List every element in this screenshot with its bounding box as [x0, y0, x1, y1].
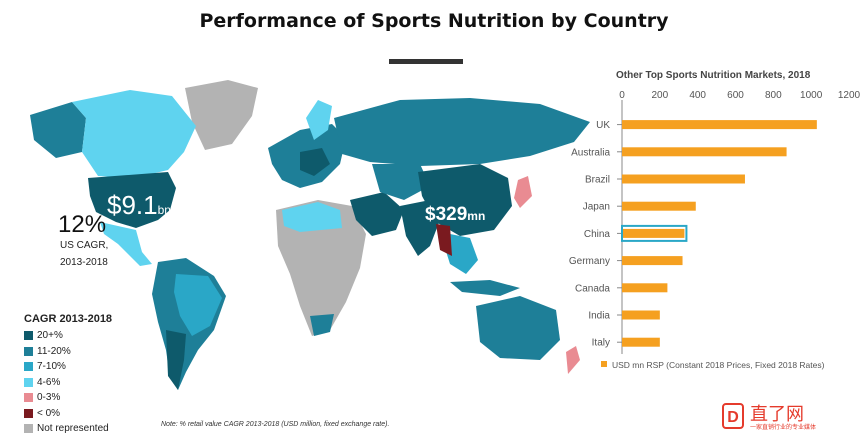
- bar: [622, 310, 660, 320]
- legend-label: 11-20%: [37, 345, 71, 357]
- china-market-value: $329: [425, 204, 468, 225]
- legend-item: 11-20%: [24, 344, 112, 360]
- x-tick-label: 0: [619, 90, 625, 101]
- bar: [622, 201, 696, 211]
- chart-legend-label: USD mn RSP (Constant 2018 Prices, Fixed …: [612, 360, 825, 370]
- scandinavia: [306, 100, 332, 140]
- usa: [88, 172, 176, 228]
- japan: [514, 176, 532, 208]
- us-cagr-caption: US CAGR, 2013-2018: [60, 237, 108, 271]
- bar: [622, 228, 685, 238]
- category-label: Canada: [575, 283, 610, 294]
- legend-item: < 0%: [24, 406, 112, 422]
- bar: [622, 120, 817, 130]
- bar-chart-title: Other Top Sports Nutrition Markets, 2018: [616, 70, 811, 81]
- bar-chart: 0 200 400 600 800 1000 1200 UK Australia Brazil Ja…: [569, 90, 860, 370]
- bar: [622, 174, 745, 184]
- legend-item: 20+%: [24, 328, 112, 344]
- category-label: Germany: [569, 256, 610, 267]
- us-cagr-value: 12%: [58, 211, 107, 238]
- x-tick-label: 800: [765, 90, 782, 101]
- legend-swatch: [24, 408, 33, 418]
- legend-swatch: [24, 424, 33, 434]
- us-market-size: $9.1bn: [107, 190, 171, 221]
- legend-item: 7-10%: [24, 359, 112, 375]
- category-label: Japan: [583, 202, 610, 213]
- central-asia: [372, 164, 430, 200]
- legend-swatch: [24, 362, 33, 372]
- title-underline: [389, 59, 463, 64]
- category-label: India: [588, 311, 610, 322]
- us-cagr-label: US CAGR,: [60, 240, 109, 251]
- legend-item: 0-3%: [24, 390, 112, 406]
- watermark-name: 直了网: [750, 404, 804, 424]
- argentina-chile: [166, 330, 186, 390]
- bar: [622, 337, 660, 347]
- legend-label: Not represented: [37, 423, 109, 435]
- legend-swatch: [24, 346, 33, 356]
- legend-title: CAGR 2013-2018: [24, 313, 113, 325]
- russia: [334, 98, 590, 166]
- us-market-unit: bn: [157, 203, 171, 217]
- x-tick-label: 600: [727, 90, 744, 101]
- x-tick-label: 200: [651, 90, 668, 101]
- bar: [622, 256, 683, 266]
- bar: [622, 283, 668, 293]
- legend-label: 0-3%: [37, 392, 61, 404]
- x-tick-label: 1200: [838, 90, 860, 101]
- category-label: Australia: [571, 147, 610, 158]
- legend-swatch: [24, 331, 33, 341]
- watermark-logo: D: [722, 403, 744, 429]
- us-cagr-period: 2013-2018: [60, 257, 108, 268]
- bar: [622, 147, 787, 157]
- north-africa: [282, 202, 342, 232]
- china: [418, 164, 512, 236]
- australia: [476, 296, 560, 360]
- central-europe: [300, 148, 330, 176]
- category-label: UK: [596, 120, 610, 131]
- legend-item: 4-6%: [24, 375, 112, 391]
- mexico: [100, 222, 152, 266]
- alaska: [30, 102, 86, 158]
- indonesia: [450, 280, 520, 296]
- china-market-size: $329mn: [425, 204, 485, 226]
- new-zealand: [566, 346, 580, 374]
- category-label: Brazil: [585, 175, 610, 186]
- legend-item: Not represented: [24, 421, 112, 437]
- map-footnote: Note: % retail value CAGR 2013-2018 (USD…: [161, 421, 390, 428]
- map-shapes: [30, 80, 590, 390]
- legend-label: 4-6%: [37, 376, 61, 388]
- legend-label: < 0%: [37, 407, 61, 419]
- watermark-tagline: 一家直销行业的专业媒体: [750, 425, 817, 431]
- highlight-box: [621, 224, 688, 242]
- category-label: China: [584, 229, 611, 240]
- us-market-value: $9.1: [107, 190, 158, 220]
- legend-label: 20+%: [37, 330, 63, 342]
- chart-legend-swatch: [601, 361, 607, 367]
- map-legend: CAGR 2013-2018 20+% 11-20% 7-10% 4-6% 0-…: [24, 313, 112, 437]
- canada: [72, 90, 196, 178]
- world-map: [30, 80, 590, 390]
- africa: [276, 200, 366, 336]
- legend-label: 7-10%: [37, 361, 66, 373]
- legend-swatch: [24, 377, 33, 387]
- india: [400, 200, 440, 256]
- myanmar: [436, 224, 452, 256]
- chart-title: Performance of Sports Nutrition by Count…: [199, 10, 669, 32]
- brazil: [174, 274, 222, 336]
- legend-swatch: [24, 393, 33, 403]
- category-label: Italy: [592, 338, 610, 349]
- middle-east: [350, 192, 404, 236]
- china-market-unit: mn: [467, 209, 486, 223]
- south-africa: [310, 314, 334, 336]
- greenland: [185, 80, 258, 150]
- x-tick-label: 400: [689, 90, 706, 101]
- x-tick-label: 1000: [800, 90, 823, 101]
